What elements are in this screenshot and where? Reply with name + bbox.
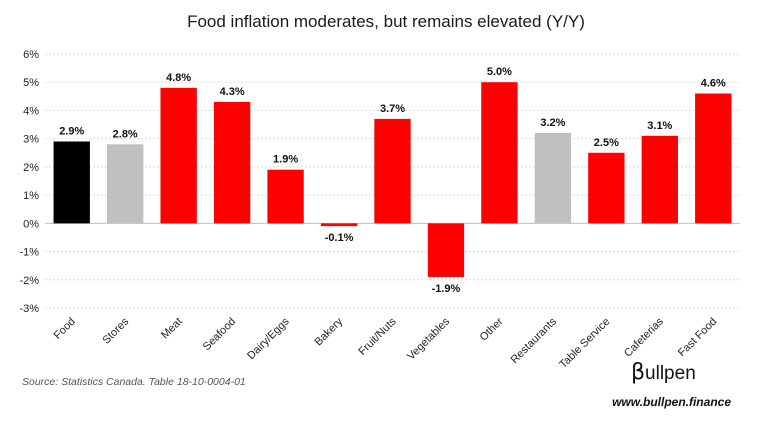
bar <box>374 118 411 224</box>
x-tick-label: Table Service <box>557 316 612 371</box>
brand-logo: βullpen <box>631 360 696 385</box>
data-label: 5.0% <box>487 66 512 78</box>
bar <box>320 223 358 227</box>
y-tick-label: 4% <box>23 105 39 117</box>
bars <box>53 82 732 277</box>
x-tick-label: Stores <box>100 315 131 346</box>
brand-symbol: β <box>631 360 646 385</box>
bar <box>588 152 625 224</box>
data-label: 3.7% <box>380 103 405 115</box>
bar <box>53 141 90 224</box>
data-label: 4.8% <box>166 72 191 84</box>
bar <box>267 169 304 224</box>
x-tick-label: Cafeterias <box>622 315 666 359</box>
data-label: -1.9% <box>432 283 461 295</box>
bar <box>427 223 465 277</box>
y-tick-label: 3% <box>23 134 39 146</box>
chart-title: Food inflation moderates, but remains el… <box>187 12 585 31</box>
bar <box>641 135 678 224</box>
x-tick-label: Fruit/Nuts <box>356 315 399 358</box>
brand-name: ullpen <box>645 363 696 384</box>
data-labels: 2.9% 2.8% 4.8% 4.3% 1.9% -0.1% 3.7% -1.9% 5.0% 3.… <box>59 66 726 295</box>
y-tick-label: -1% <box>19 247 39 259</box>
x-tick-label: Dairy/Eggs <box>245 315 292 362</box>
x-axis-ticks: Food Stores Meat Seafood Dairy/Eggs Bakery Fru… <box>52 315 720 371</box>
y-tick-label: -2% <box>19 275 39 287</box>
bar <box>213 101 251 224</box>
bar <box>695 93 732 224</box>
data-label: 3.1% <box>647 120 672 132</box>
y-tick-label: -3% <box>19 303 39 315</box>
source-note: Source: Statistics Canada. Table 18-10-0… <box>22 376 246 388</box>
data-label: 4.3% <box>220 86 245 98</box>
x-tick-label: Restaurants <box>509 315 560 366</box>
data-label: -0.1% <box>325 232 354 244</box>
data-label: 1.9% <box>273 154 298 166</box>
y-tick-label: 5% <box>23 77 39 89</box>
bar <box>160 87 197 224</box>
x-tick-label: Other <box>478 315 506 343</box>
x-tick-label: Fast Food <box>676 316 720 360</box>
x-tick-label: Meat <box>159 316 185 342</box>
x-tick-label: Food <box>52 316 78 342</box>
data-label: 3.2% <box>540 117 565 129</box>
brand-url: www.bullpen.finance <box>612 395 731 409</box>
y-axis-ticks: -3% -2% -1% 0% 1% 2% 3% 4% 5% 6% <box>19 49 39 315</box>
y-tick-label: 1% <box>23 190 39 202</box>
bar <box>107 144 144 224</box>
bar <box>534 133 572 224</box>
bar <box>481 82 518 224</box>
y-tick-label: 0% <box>23 218 39 230</box>
x-tick-label: Seafood <box>201 316 238 353</box>
y-tick-label: 6% <box>23 49 39 61</box>
x-tick-label: Bakery <box>312 315 345 348</box>
data-label: 2.9% <box>59 125 84 137</box>
data-label: 2.8% <box>113 128 138 140</box>
y-tick-label: 2% <box>23 162 39 174</box>
data-label: 4.6% <box>701 78 726 90</box>
data-label: 2.5% <box>594 137 619 149</box>
x-tick-label: Vegetables <box>405 315 452 362</box>
